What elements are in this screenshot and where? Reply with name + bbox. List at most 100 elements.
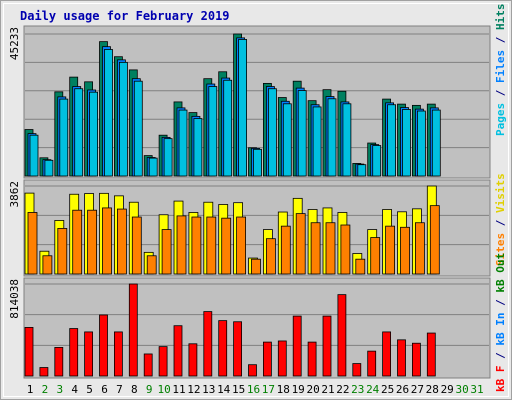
bar-sites-day-16 (251, 258, 261, 275)
bar-sites-day-27 (414, 222, 425, 275)
bar-pages-day-27 (416, 110, 426, 177)
bar-kb-f-day-9 (143, 353, 153, 377)
bar-pages-day-10 (163, 138, 173, 177)
bar-pages-day-11 (178, 109, 188, 177)
bar-kb-f-day-2 (39, 367, 49, 377)
bar-pages-day-17 (267, 88, 277, 177)
bar-sites-day-28 (429, 205, 440, 275)
bar-sites-day-24 (370, 237, 381, 275)
bar-kb-f-day-13 (203, 311, 213, 377)
right-label-pages-files-hits: Pages / Files / Hits (494, 4, 507, 137)
y-max-label-hits: 45233 (8, 27, 21, 60)
bar-sites-day-5 (87, 209, 97, 275)
bar-sites-day-1 (27, 212, 38, 275)
bar-kb-f-day-12 (188, 343, 198, 377)
bar-sites-day-17 (265, 238, 276, 275)
bar-kb-f-day-20 (307, 341, 317, 377)
right-label-kbytes-part-2: kB In (494, 313, 507, 346)
bar-kb-f-day-23 (352, 363, 362, 377)
bar-pages-day-14 (223, 79, 233, 177)
bar-kb-f-day-18 (277, 340, 287, 377)
bar-pages-day-7 (119, 61, 128, 177)
bar-pages-day-20 (312, 106, 322, 177)
bar-kb-f-day-4 (69, 328, 79, 377)
bar-kb-f-day-27 (411, 342, 421, 377)
bar-sites-day-2 (42, 255, 53, 275)
bar-pages-day-24 (372, 145, 382, 177)
y-max-label-visits: 3862 (8, 181, 21, 208)
right-label-pages-files-hits-part-0: Pages (494, 103, 507, 136)
bar-kb-f-day-7 (114, 331, 123, 377)
right-label-pages-files-hits-text: Pages / Files / Hits (494, 4, 507, 137)
bar-pages-day-28 (431, 109, 441, 177)
bar-pages-day-21 (327, 98, 337, 177)
right-label-sites-visits-text: Sites / Visits (494, 173, 507, 266)
bar-pages-day-3 (59, 98, 69, 177)
bar-pages-day-26 (402, 109, 411, 177)
bar-kb-f-day-25 (382, 331, 392, 377)
x-label-day-17: 17 (262, 383, 275, 396)
bar-kb-f-day-6 (99, 314, 108, 377)
bar-sites-day-13 (206, 216, 217, 275)
x-label-day-10: 10 (157, 383, 170, 396)
right-label-kbytes-part-4: kB Out (494, 253, 507, 293)
x-label-day-16: 16 (247, 383, 260, 396)
bar-sites-day-8 (131, 216, 142, 275)
bar-kb-f-day-3 (54, 347, 64, 377)
bar-sites-day-6 (102, 207, 112, 275)
right-label-kbytes-part-1: / (494, 346, 507, 366)
bar-sites-day-14 (221, 217, 232, 275)
right-label-pages-files-hits-part-2: Files (494, 50, 507, 83)
x-label-day-13: 13 (202, 383, 215, 396)
x-axis-labels: 1 2 3 4 5 6 7 8 9 10 11 12 13 14 15 16 17 18 19 20 21 22 23 24 2… (27, 383, 484, 396)
bar-kb-f-day-28 (426, 332, 436, 377)
bar-kb-f-day-19 (292, 315, 302, 377)
x-label-day-30: 30 (455, 383, 468, 396)
bar-pages-day-15 (238, 39, 248, 177)
bar-sites-day-3 (57, 228, 68, 275)
bar-pages-day-16 (253, 148, 262, 177)
chart-frame-inner (3, 3, 509, 397)
bar-kb-f-day-8 (128, 283, 138, 377)
bar-pages-day-1 (29, 134, 39, 177)
bar-pages-day-8 (133, 80, 143, 177)
bar-sites-day-25 (385, 225, 396, 275)
x-label-day-6: 6 (101, 383, 108, 396)
bar-kb-f-day-15 (233, 321, 243, 377)
bar-pages-day-6 (104, 49, 113, 177)
bar-pages-day-2 (44, 159, 54, 177)
x-label-day-12: 12 (187, 383, 200, 396)
bar-pages-day-22 (342, 103, 352, 177)
bar-sites-day-7 (117, 208, 127, 275)
x-label-day-1: 1 (27, 383, 34, 396)
chart-title: Daily usage for February 2019 (20, 9, 230, 23)
bar-sites-day-9 (146, 255, 157, 275)
x-label-day-20: 20 (306, 383, 319, 396)
bar-sites-day-26 (400, 226, 410, 275)
right-label-kbytes: kB F / kB In / kB Out (494, 253, 507, 392)
bar-kb-f-day-14 (218, 320, 228, 377)
bar-sites-day-15 (236, 216, 247, 275)
bar-kb-f-day-1 (24, 327, 34, 377)
x-label-day-2: 2 (42, 383, 49, 396)
x-label-day-7: 7 (116, 383, 123, 396)
x-label-day-27: 27 (411, 383, 424, 396)
x-label-day-11: 11 (172, 383, 185, 396)
x-label-day-14: 14 (217, 383, 231, 396)
x-label-day-15: 15 (232, 383, 245, 396)
bar-kb-f-day-22 (337, 294, 347, 377)
x-label-day-5: 5 (86, 383, 93, 396)
bar-kb-f-day-11 (173, 325, 183, 377)
x-label-day-31: 31 (470, 383, 483, 396)
bar-kb-f-day-10 (158, 346, 168, 377)
bar-kb-f-day-17 (262, 341, 272, 377)
bar-sites-day-20 (310, 222, 321, 275)
right-label-pages-files-hits-part-1: / (494, 83, 507, 103)
bar-kb-f-day-16 (248, 364, 257, 377)
bar-sites-day-12 (191, 216, 202, 275)
right-label-sites-visits: Sites / Visits (494, 173, 507, 266)
x-label-day-8: 8 (131, 383, 138, 396)
y-max-label-kbytes: 814038 (8, 279, 21, 319)
bar-kb-f-day-21 (322, 315, 332, 377)
